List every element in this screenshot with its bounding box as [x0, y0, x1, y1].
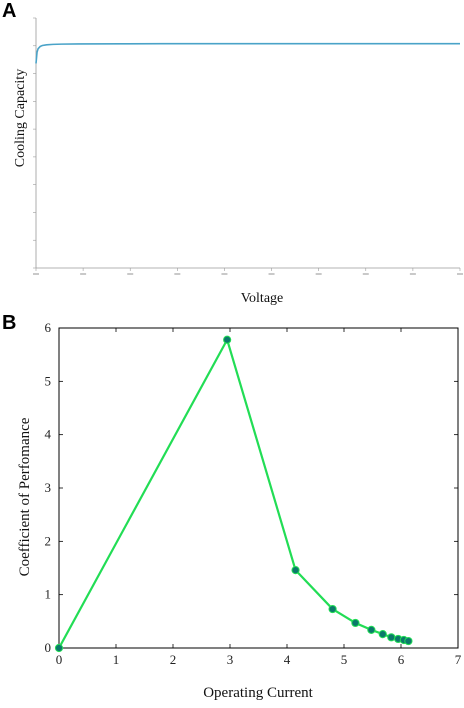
- chart-a-x-tick-label-blur: [362, 273, 369, 275]
- chart-b-y-tick-label: 6: [45, 320, 52, 335]
- chart-a-x-tick-label-blur: [457, 273, 463, 275]
- chart-b-data-point: [367, 625, 376, 634]
- chart-a-x-tick-label-blur: [221, 273, 228, 275]
- chart-a-x-axis-title: Voltage: [241, 291, 284, 306]
- chart-b-y-tick-label: 3: [45, 480, 52, 495]
- chart-a-x-tick-label-blur: [409, 273, 416, 275]
- chart-b-series: [54, 335, 413, 653]
- chart-b-y-tick-label: 2: [45, 533, 52, 548]
- chart-b-y-tick-label: 5: [45, 373, 52, 388]
- chart-b-plot-frame: [58, 327, 459, 649]
- chart-b-ticks: 0 1 2 3 4 5 6 7 0 1 2 3 4 5 6: [45, 320, 462, 667]
- chart-b-x-tick-label: 3: [227, 652, 234, 667]
- chart-b-y-tick-label: 1: [45, 587, 52, 602]
- chart-a-x-tick-label-blur: [33, 273, 39, 275]
- cooling-capacity-chart: Voltage Cooling Capacity: [13, 17, 463, 306]
- chart-b-data-point: [328, 604, 337, 614]
- chart-b-data-point: [54, 643, 64, 653]
- chart-a-y-axis-title: Cooling Capacity: [13, 69, 28, 167]
- chart-b-x-tick-label: 6: [398, 652, 405, 667]
- panel-a-letter: A: [2, 0, 17, 22]
- chart-b-y-tick-label: 0: [45, 640, 52, 655]
- chart-a-x-tick-label-blur: [174, 273, 181, 275]
- chart-b-data-point: [351, 618, 360, 628]
- chart-a-x-tick-label-blur: [127, 273, 134, 275]
- chart-b-x-axis-title: Operating Current: [203, 685, 313, 701]
- chart-b-x-tick-label: 4: [284, 652, 291, 667]
- chart-a-x-tick-label-blur: [315, 273, 322, 275]
- chart-b-x-tick-label: 2: [170, 652, 177, 667]
- chart-a-ticks: [33, 17, 463, 275]
- chart-b-data-point: [378, 630, 387, 639]
- chart-a-series: [35, 42, 460, 64]
- chart-b-data-point: [291, 566, 300, 575]
- chart-b-x-tick-label: 0: [56, 652, 63, 667]
- chart-b-data-point: [387, 633, 396, 642]
- chart-a-x-tick-label-blur: [80, 273, 87, 275]
- chart-b-data-point: [223, 335, 232, 344]
- chart-b-x-tick-label: 1: [113, 652, 120, 667]
- chart-b-y-axis-title: Coefficient of Perfomance: [17, 417, 33, 576]
- chart-b-y-tick-label: 4: [45, 427, 52, 442]
- panel-b-letter: B: [2, 312, 17, 334]
- chart-b-series-line-0: [58, 338, 409, 649]
- chart-b-frame: [58, 327, 459, 649]
- chart-b-data-point: [404, 636, 413, 646]
- chart-a-series-line-0: [35, 42, 460, 64]
- chart-b-x-tick-label: 7: [455, 652, 462, 667]
- chart-b-x-tick-label: 5: [341, 652, 348, 667]
- chart-a-x-tick-label-blur: [268, 273, 275, 275]
